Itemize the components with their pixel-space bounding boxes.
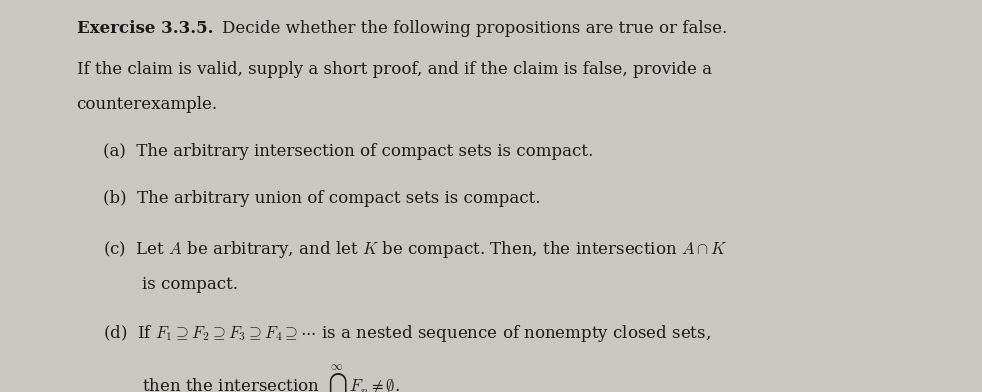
Text: counterexample.: counterexample. bbox=[77, 96, 218, 113]
Text: then the intersection $\bigcap_{n=1}^{\infty} F_n\neq\emptyset$.: then the intersection $\bigcap_{n=1}^{\i… bbox=[142, 364, 401, 392]
Text: (b)  The arbitrary union of compact sets is compact.: (b) The arbitrary union of compact sets … bbox=[103, 190, 541, 207]
Text: Exercise 3.3.5.: Exercise 3.3.5. bbox=[77, 20, 213, 36]
Text: (c)  Let $A$ be arbitrary, and let $K$ be compact. Then, the intersection $A\cap: (c) Let $A$ be arbitrary, and let $K$ be… bbox=[103, 239, 728, 260]
Text: Decide whether the following propositions are true or false.: Decide whether the following proposition… bbox=[222, 20, 728, 36]
Text: (d)  If $F_1\supseteq F_2\supseteq F_3\supseteq F_4\supseteq\cdots$ is a nested : (d) If $F_1\supseteq F_2\supseteq F_3\su… bbox=[103, 323, 711, 345]
Text: If the claim is valid, supply a short proof, and if the claim is false, provide : If the claim is valid, supply a short pr… bbox=[77, 61, 712, 78]
Text: is compact.: is compact. bbox=[142, 276, 239, 293]
Text: (a)  The arbitrary intersection of compact sets is compact.: (a) The arbitrary intersection of compac… bbox=[103, 143, 593, 160]
